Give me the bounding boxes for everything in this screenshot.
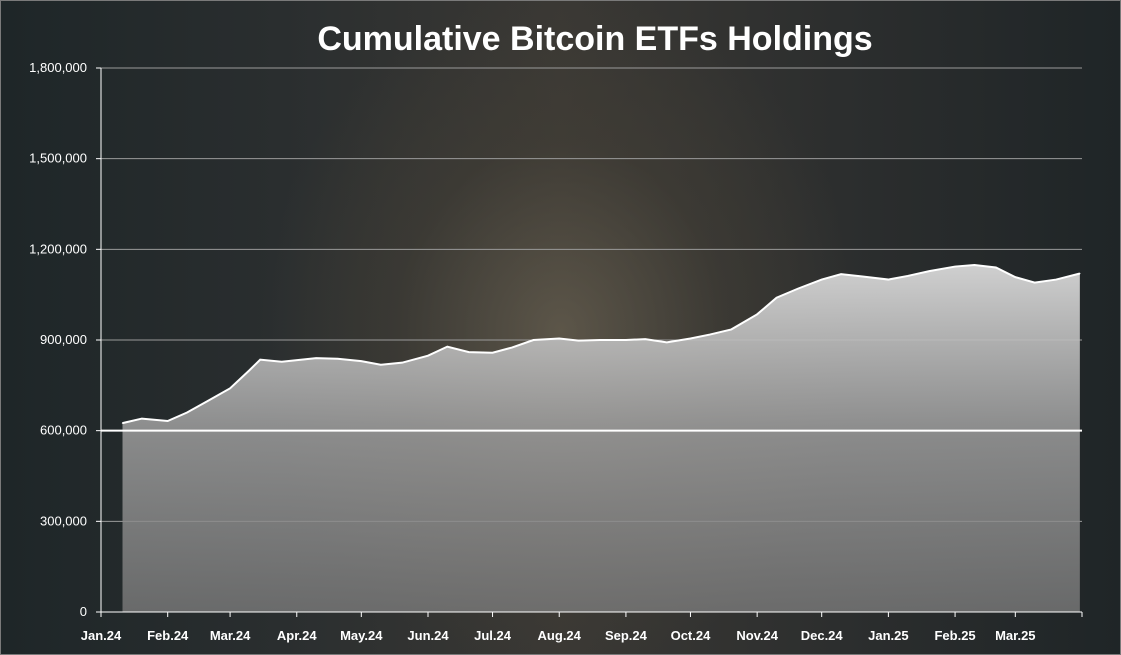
- y-tick-label: 1,800,000: [29, 60, 87, 75]
- data-point: [709, 333, 711, 336]
- data-point: [577, 340, 580, 342]
- x-tick-label: May.24: [340, 628, 383, 643]
- x-tick-label: Jan.25: [868, 628, 908, 643]
- data-point: [360, 360, 362, 362]
- x-tick-label: Aug.24: [538, 628, 582, 643]
- y-tick-label: 300,000: [40, 513, 87, 528]
- data-point: [1079, 272, 1081, 275]
- data-point: [167, 420, 169, 422]
- y-tick-label: 0: [80, 604, 87, 619]
- x-tick-label: Nov.24: [736, 628, 778, 643]
- x-tick-label: Feb.25: [934, 628, 975, 643]
- x-tick-label: Mar.24: [210, 628, 251, 643]
- data-point: [248, 369, 251, 371]
- data-point: [954, 265, 956, 268]
- data-point: [315, 357, 317, 359]
- data-point: [689, 337, 692, 340]
- data-point: [861, 275, 864, 278]
- data-point: [186, 411, 188, 414]
- chart-title: Cumulative Bitcoin ETFs Holdings: [317, 20, 872, 58]
- data-point: [281, 361, 283, 363]
- data-point: [1055, 278, 1057, 281]
- data-point: [558, 337, 560, 340]
- x-tick-label: Dec.24: [801, 628, 844, 643]
- x-tick-label: Jul.24: [474, 628, 512, 643]
- x-tick-label: Apr.24: [277, 628, 318, 643]
- data-point: [468, 351, 470, 353]
- data-point: [380, 364, 382, 366]
- data-point: [532, 339, 535, 341]
- x-tick-label: Mar.25: [995, 628, 1035, 643]
- x-tick-label: Jan.24: [81, 628, 122, 643]
- data-point: [491, 352, 494, 354]
- data-point: [427, 355, 429, 357]
- holdings-area: [122, 265, 1080, 612]
- data-point: [121, 422, 124, 424]
- data-point: [644, 338, 646, 340]
- data-point: [928, 270, 930, 272]
- data-point: [995, 266, 997, 269]
- data-point: [973, 264, 976, 266]
- data-point: [1014, 276, 1016, 278]
- data-point: [1034, 281, 1036, 284]
- data-point: [666, 341, 668, 344]
- y-tick-label: 600,000: [40, 423, 87, 438]
- area-layer: [101, 264, 1082, 612]
- x-tick-label: Jun.24: [407, 628, 449, 643]
- y-tick-label: 900,000: [40, 332, 87, 347]
- x-tick-label: Sep.24: [605, 628, 648, 643]
- data-point: [337, 358, 339, 360]
- data-point: [797, 288, 799, 290]
- data-point: [775, 297, 778, 299]
- data-point: [625, 339, 627, 341]
- data-point: [207, 399, 210, 402]
- data-point: [141, 417, 143, 420]
- data-point: [756, 313, 758, 315]
- axis-layer: 0 300,000 600,000 900,000 1,200,000 1,500,000…: [29, 60, 1083, 643]
- x-tick-label: Oct.24: [671, 628, 712, 643]
- data-point: [730, 328, 732, 331]
- data-point: [907, 275, 909, 277]
- data-point: [229, 387, 231, 389]
- data-point: [259, 359, 261, 361]
- data-point: [599, 339, 601, 341]
- data-point: [446, 346, 448, 348]
- data-point: [840, 273, 842, 275]
- y-tick-label: 1,200,000: [29, 241, 87, 256]
- data-point: [401, 362, 403, 364]
- data-point: [887, 278, 889, 281]
- x-tick-label: Feb.24: [147, 628, 189, 643]
- data-point: [511, 346, 513, 349]
- data-point: [821, 278, 823, 281]
- y-tick-label: 1,500,000: [29, 151, 87, 166]
